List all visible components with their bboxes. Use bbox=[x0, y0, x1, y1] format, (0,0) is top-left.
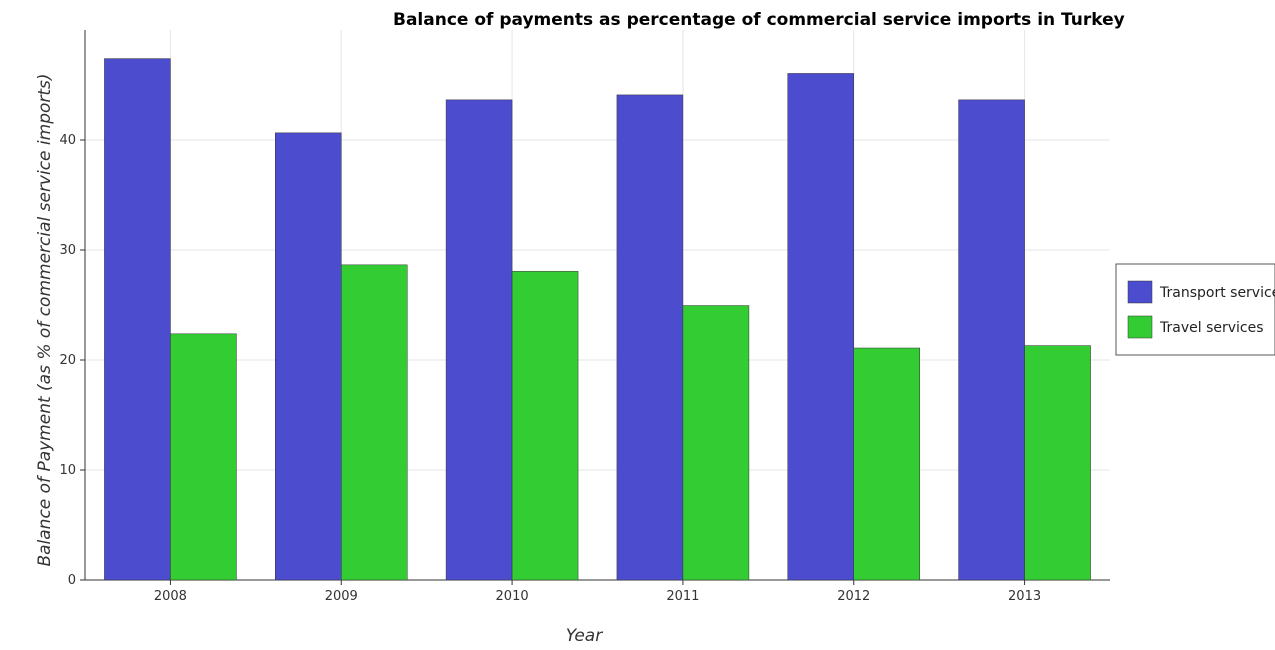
y-tick-label: 0 bbox=[68, 573, 76, 588]
bar-travel-2013 bbox=[1024, 345, 1091, 581]
bars bbox=[104, 58, 1091, 581]
bar-travel-2010 bbox=[511, 271, 579, 581]
bar-transport-2012 bbox=[787, 73, 854, 581]
legend-swatch-travel bbox=[1127, 315, 1153, 339]
y-tick-label: 40 bbox=[59, 133, 76, 148]
x-tick-label: 2010 bbox=[496, 589, 529, 604]
bar-travel-2009 bbox=[341, 264, 408, 581]
bar-transport-2008 bbox=[104, 58, 171, 581]
y-tick-label: 10 bbox=[59, 463, 76, 478]
bar-transport-2013 bbox=[958, 99, 1025, 581]
x-axis-label: Year bbox=[566, 626, 603, 646]
bar-travel-2008 bbox=[170, 333, 237, 581]
legend-swatch-transport bbox=[1127, 280, 1153, 304]
y-tick-label: 30 bbox=[59, 243, 76, 258]
y-tick-label: 20 bbox=[59, 353, 76, 368]
bar-travel-2012 bbox=[853, 347, 920, 581]
legend-label-travel: Travel services bbox=[1159, 320, 1264, 336]
x-tick-label: 2011 bbox=[666, 589, 699, 604]
x-tick-label: 2008 bbox=[154, 589, 187, 604]
legend-label-transport: Transport services bbox=[1159, 285, 1275, 301]
x-tick-label: 2013 bbox=[1008, 589, 1041, 604]
bar-travel-2011 bbox=[682, 305, 750, 581]
legend: Transport services Travel services bbox=[1115, 263, 1275, 356]
chart-title: Balance of payments as percentage of com… bbox=[393, 10, 1125, 30]
axes bbox=[80, 30, 1110, 585]
x-tick-label: 2012 bbox=[837, 589, 870, 604]
y-axis-label: Balance of Payment (as % of commercial s… bbox=[35, 73, 55, 566]
bar-transport-2010 bbox=[445, 99, 513, 581]
bar-transport-2009 bbox=[275, 132, 342, 581]
x-tick-label: 2009 bbox=[325, 589, 358, 604]
tick-labels: 0 10 20 30 40 2008 2009 2010 2011 2012 2013 bbox=[59, 133, 1041, 604]
bar-transport-2011 bbox=[616, 94, 684, 581]
grid-lines bbox=[85, 30, 1110, 581]
